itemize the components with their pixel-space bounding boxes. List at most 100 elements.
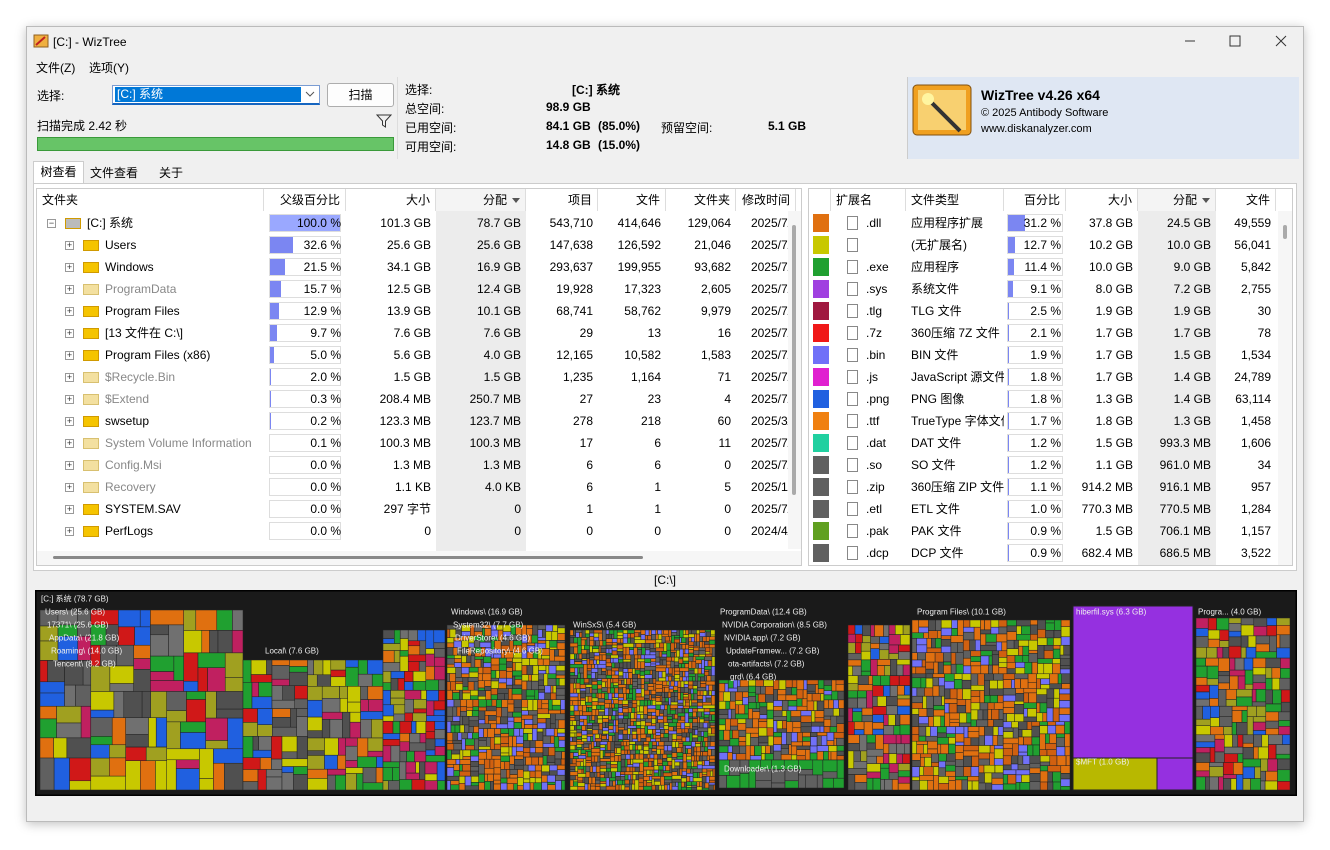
treemap-block — [729, 700, 736, 710]
column-header[interactable]: 父级百分比 — [264, 189, 346, 211]
file-icon — [847, 216, 858, 230]
treemap-block — [682, 753, 687, 763]
tree-toggle[interactable]: + — [65, 460, 74, 470]
treemap-block — [1275, 744, 1291, 755]
treemap-block — [940, 715, 945, 727]
treemap-block — [786, 710, 792, 722]
percent-label: 5.0 % — [310, 348, 341, 362]
treemap-block — [1280, 668, 1291, 679]
treemap-block — [1252, 667, 1267, 676]
treemap-block — [573, 629, 576, 636]
treemap-block — [710, 675, 716, 682]
treemap-block — [537, 637, 547, 641]
tree-toggle[interactable]: + — [65, 504, 74, 514]
treemap-block — [938, 767, 946, 777]
filter-icon[interactable] — [376, 113, 392, 129]
treemap-block — [1002, 673, 1016, 680]
treemap-block — [630, 718, 637, 722]
treemap-block — [712, 684, 716, 692]
cell-modified: 2025/7/ — [750, 436, 791, 450]
treemap-block — [634, 629, 642, 633]
cell-alloc: 78.7 GB — [476, 216, 521, 230]
treemap-block — [688, 676, 693, 682]
treemap-block — [976, 719, 989, 727]
treemap-block — [816, 774, 824, 789]
treemap-block — [1251, 689, 1257, 703]
tree-toggle[interactable]: + — [65, 284, 74, 294]
tree-toggle[interactable]: + — [65, 350, 74, 360]
treemap-block — [622, 637, 628, 644]
tree-toggle[interactable]: + — [65, 372, 74, 382]
tab-active[interactable]: 树查看 — [33, 161, 84, 183]
treemap-block — [569, 720, 573, 726]
tree-toggle[interactable]: + — [65, 240, 74, 250]
treemap-block — [660, 704, 665, 710]
treemap-block — [615, 771, 621, 777]
treemap-block — [703, 714, 710, 719]
treemap-block — [933, 766, 939, 776]
percent-bar-bg — [269, 412, 341, 430]
tree-toggle[interactable]: + — [65, 438, 74, 448]
scan-button[interactable]: 扫描 — [327, 83, 394, 107]
treemap-block — [1230, 778, 1237, 791]
drive-dropdown[interactable]: [C:] 系统 — [112, 85, 320, 105]
file-icon — [847, 348, 858, 362]
treemap-block — [780, 748, 789, 755]
treemap-block — [622, 729, 628, 735]
column-header[interactable]: 文件夹 — [37, 189, 264, 211]
treemap-block — [257, 769, 267, 791]
tree-toggle[interactable]: + — [65, 394, 74, 404]
treemap-block — [508, 728, 515, 737]
column-header[interactable]: 扩展名 — [831, 189, 906, 211]
treemap-block — [242, 757, 261, 770]
menu-item[interactable]: 选项(Y) — [89, 61, 129, 75]
column-header[interactable]: 分配 — [436, 189, 526, 211]
treemap-block — [605, 654, 611, 659]
column-header[interactable]: 文件类型 — [906, 189, 1004, 211]
column-header[interactable]: 大小 — [1066, 189, 1138, 211]
treemap-block — [1265, 728, 1279, 736]
menu-item[interactable]: 文件(Z) — [36, 61, 76, 75]
treemap-block — [569, 675, 578, 679]
treemap-block — [109, 757, 126, 777]
treemap-block — [819, 725, 825, 733]
treemap-block — [452, 740, 463, 744]
tab[interactable]: 关于 — [159, 166, 184, 180]
column-header[interactable]: 大小 — [346, 189, 436, 211]
treemap-block — [666, 642, 671, 651]
treemap-block — [655, 664, 667, 669]
treemap-block — [699, 629, 706, 633]
tree-toggle[interactable]: + — [65, 482, 74, 492]
tab[interactable]: 文件查看 — [90, 166, 139, 180]
treemap-block — [661, 671, 667, 679]
treemap-block — [671, 635, 675, 644]
tree-toggle[interactable]: + — [65, 328, 74, 338]
tree-toggle[interactable]: + — [65, 306, 74, 316]
tree-toggle[interactable]: + — [65, 416, 74, 426]
column-header[interactable]: 文件 — [598, 189, 666, 211]
window-controls[interactable] — [1180, 32, 1290, 50]
tree-toggle[interactable]: + — [65, 526, 74, 536]
treemap-block — [663, 733, 669, 738]
treemap-block — [577, 782, 586, 787]
treemap-block — [692, 676, 696, 682]
column-header[interactable]: 百分比 — [1004, 189, 1066, 211]
treemap-block — [777, 689, 787, 696]
treemap-block — [732, 729, 740, 739]
column-header[interactable]: 分配 — [1138, 189, 1216, 211]
treemap-block — [796, 745, 811, 750]
treemap-block — [322, 659, 332, 676]
treemap-block — [1272, 689, 1282, 705]
treemap-block — [617, 761, 622, 773]
treemap-block — [362, 782, 384, 791]
column-header[interactable]: 文件夹 — [666, 189, 736, 211]
website[interactable]: www.diskanalyzer.com — [981, 123, 1092, 135]
treemap-block — [180, 721, 206, 733]
treemap-block — [472, 732, 479, 740]
column-header[interactable]: 项目 — [526, 189, 598, 211]
column-header[interactable]: 文件 — [1216, 189, 1276, 211]
tree-toggle[interactable]: + — [65, 262, 74, 272]
tree-toggle[interactable]: − — [47, 218, 56, 228]
cell-files: 957 — [1250, 480, 1271, 494]
column-header[interactable]: 修改时间 — [736, 189, 796, 211]
